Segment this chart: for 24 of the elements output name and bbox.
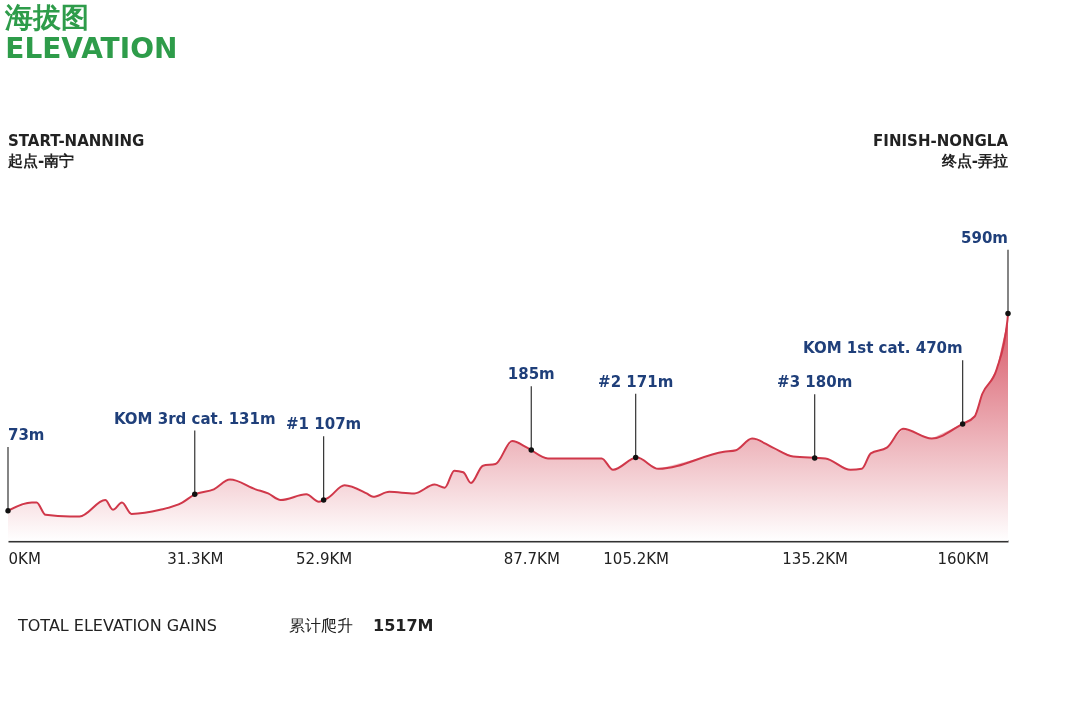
x-tick-label: 160KM: [937, 549, 989, 568]
text: FINISH-NONGLA: [873, 132, 1009, 150]
text: 累计爬升: [289, 616, 353, 635]
text: 终点-弄拉: [940, 152, 1008, 170]
x-tick-label: 105.2KM: [603, 549, 670, 568]
text: 1517M: [373, 616, 434, 635]
chart-title: 海拔图: [4, 1, 90, 34]
annotation: KOM 1st cat. 470m: [803, 339, 963, 358]
annotation: #3 180m: [777, 373, 853, 392]
text: START-NANNING: [8, 132, 145, 150]
text: 起点-南宁: [7, 152, 75, 170]
annotation: 73m: [8, 426, 45, 445]
text: TOTAL ELEVATION GAINS: [17, 616, 217, 635]
x-tick-label: 0KM: [8, 549, 41, 568]
x-tick-label: 31.3KM: [167, 549, 224, 568]
annotation: #1 107m: [286, 415, 362, 434]
annotation: 590m: [961, 228, 1008, 247]
annotation: #2 171m: [598, 372, 674, 391]
chart-subtitle: ELEVATION: [5, 32, 178, 65]
x-tick-label: 52.9KM: [296, 549, 353, 568]
annotation: KOM 3rd cat. 131m: [113, 409, 276, 428]
x-tick-label: 135.2KM: [782, 549, 849, 568]
annotation: 185m: [507, 365, 555, 384]
x-tick-label: 87.7KM: [503, 549, 560, 568]
